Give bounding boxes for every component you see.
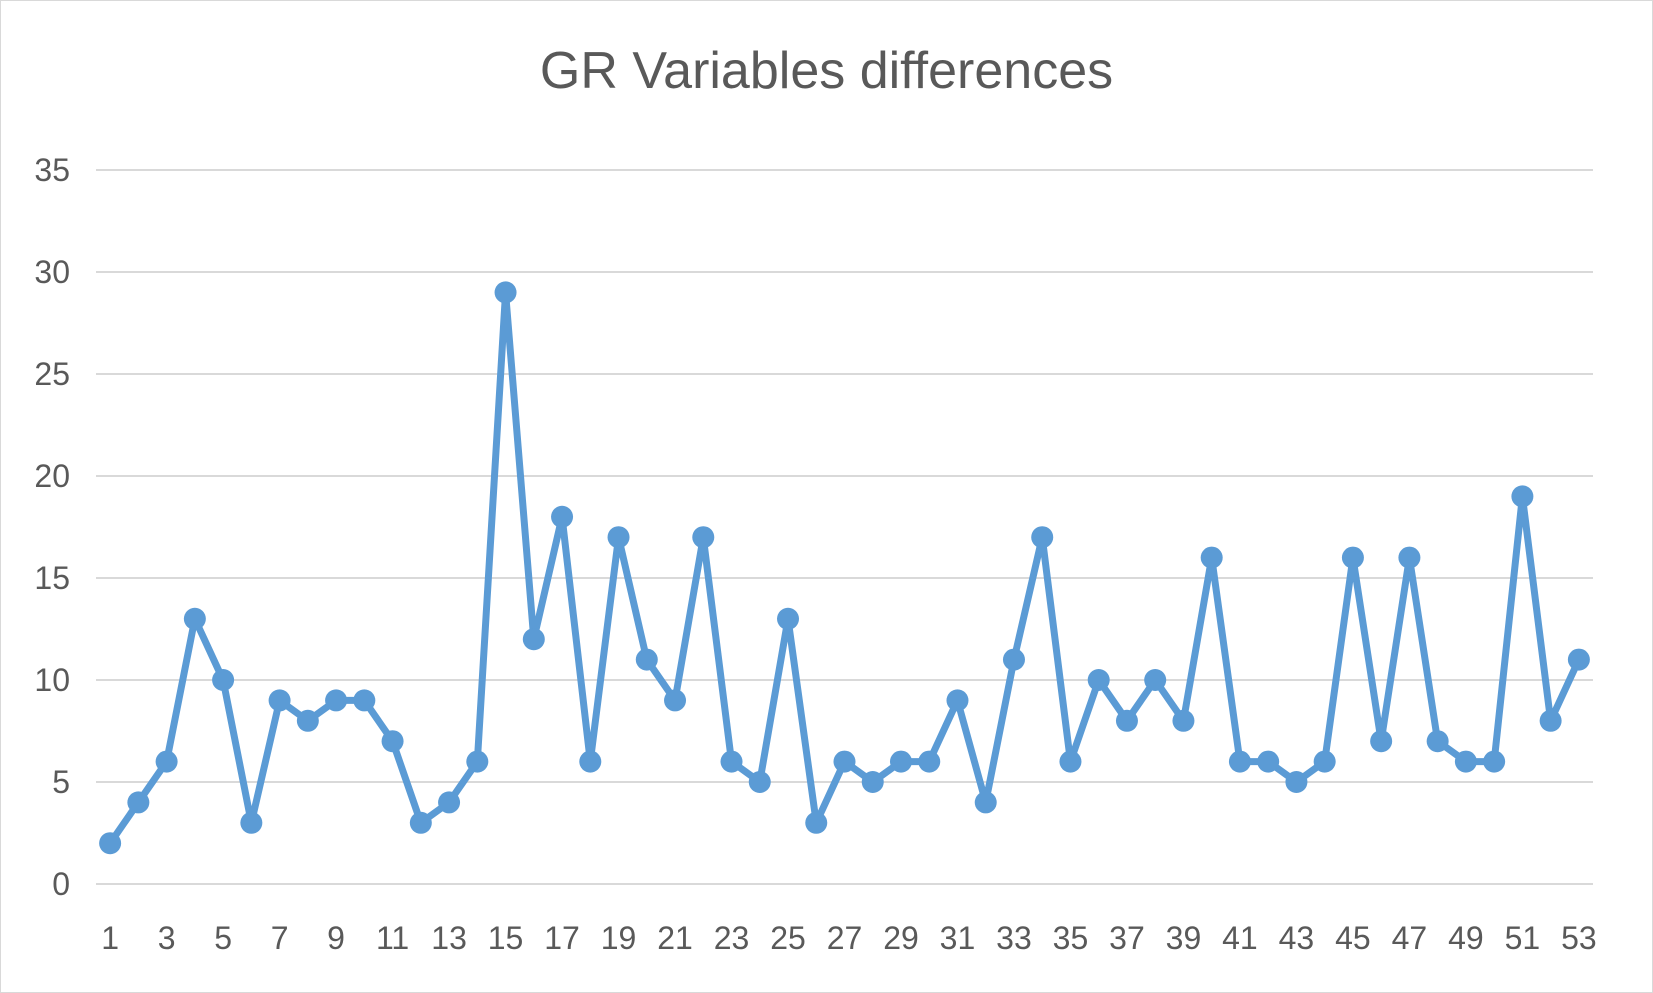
data-point bbox=[325, 689, 348, 712]
x-tick-label: 11 bbox=[376, 920, 409, 956]
data-point bbox=[466, 750, 489, 773]
y-tick-label: 10 bbox=[34, 662, 70, 698]
data-point bbox=[1031, 526, 1054, 549]
x-tick-label: 39 bbox=[1166, 920, 1202, 956]
data-point bbox=[353, 689, 376, 712]
x-tick-label: 33 bbox=[996, 920, 1032, 956]
data-point bbox=[579, 750, 602, 773]
data-point bbox=[1257, 750, 1280, 773]
data-point bbox=[1115, 709, 1138, 732]
chart-title: GR Variables differences bbox=[539, 42, 1114, 100]
x-tick-label: 15 bbox=[488, 920, 524, 956]
data-point bbox=[1426, 730, 1449, 753]
data-point bbox=[268, 689, 291, 712]
data-point bbox=[1483, 750, 1506, 773]
y-tick-label: 15 bbox=[34, 560, 70, 596]
x-tick-label: 51 bbox=[1505, 920, 1541, 956]
data-point bbox=[635, 648, 658, 671]
x-tick-label: 1 bbox=[101, 920, 119, 956]
data-point bbox=[805, 811, 828, 834]
data-point bbox=[438, 791, 461, 814]
x-tick-label: 7 bbox=[271, 920, 289, 956]
data-point bbox=[946, 689, 969, 712]
data-point bbox=[1059, 750, 1082, 773]
data-point bbox=[240, 811, 263, 834]
data-point bbox=[777, 607, 800, 630]
x-tick-label: 19 bbox=[601, 920, 637, 956]
data-point bbox=[1398, 546, 1421, 569]
y-tick-label: 0 bbox=[52, 866, 70, 902]
x-tick-label: 53 bbox=[1561, 920, 1597, 956]
data-point bbox=[1228, 750, 1251, 773]
x-tick-label: 27 bbox=[827, 920, 863, 956]
x-tick-label: 17 bbox=[544, 920, 580, 956]
data-point bbox=[1539, 709, 1562, 732]
x-tick-label: 13 bbox=[431, 920, 467, 956]
data-point bbox=[664, 689, 687, 712]
x-tick-label: 23 bbox=[714, 920, 750, 956]
data-point bbox=[692, 526, 715, 549]
data-point bbox=[212, 669, 235, 691]
data-point bbox=[1144, 669, 1167, 691]
x-tick-label: 9 bbox=[327, 920, 345, 956]
data-point bbox=[1567, 648, 1590, 671]
x-tick-label: 21 bbox=[657, 920, 693, 956]
data-point bbox=[296, 709, 319, 732]
data-point bbox=[833, 750, 856, 773]
data-point bbox=[127, 791, 150, 814]
data-point bbox=[1370, 730, 1393, 753]
data-point bbox=[183, 607, 206, 630]
data-point bbox=[1087, 669, 1110, 691]
data-point bbox=[99, 832, 122, 855]
data-point bbox=[889, 750, 912, 773]
y-tick-label: 35 bbox=[34, 152, 70, 188]
data-point bbox=[861, 771, 884, 793]
data-point bbox=[381, 730, 404, 753]
y-tick-label: 25 bbox=[34, 356, 70, 392]
x-tick-label: 41 bbox=[1222, 920, 1258, 956]
data-point bbox=[409, 811, 432, 834]
data-point bbox=[494, 281, 517, 304]
data-point bbox=[918, 750, 941, 773]
x-tick-label: 47 bbox=[1392, 920, 1428, 956]
data-point bbox=[720, 750, 743, 773]
y-tick-label: 20 bbox=[34, 458, 70, 494]
data-point bbox=[1511, 485, 1534, 508]
data-point bbox=[1285, 771, 1308, 793]
data-point bbox=[974, 791, 997, 814]
data-point bbox=[551, 505, 574, 528]
x-tick-label: 45 bbox=[1335, 920, 1371, 956]
data-point bbox=[1454, 750, 1477, 773]
y-tick-label: 30 bbox=[34, 254, 70, 290]
x-tick-label: 31 bbox=[940, 920, 976, 956]
data-point bbox=[155, 750, 178, 773]
x-tick-label: 3 bbox=[158, 920, 176, 956]
x-tick-label: 35 bbox=[1053, 920, 1089, 956]
data-point bbox=[1172, 709, 1195, 732]
x-tick-label: 5 bbox=[214, 920, 232, 956]
data-point bbox=[748, 771, 771, 793]
data-point bbox=[1341, 546, 1364, 569]
x-tick-label: 43 bbox=[1279, 920, 1315, 956]
data-point bbox=[1200, 546, 1223, 569]
data-point bbox=[1002, 648, 1025, 671]
data-point bbox=[607, 526, 630, 549]
x-tick-label: 29 bbox=[883, 920, 919, 956]
y-tick-label: 5 bbox=[52, 764, 70, 800]
data-point bbox=[522, 628, 545, 651]
x-tick-label: 25 bbox=[770, 920, 806, 956]
x-tick-label: 49 bbox=[1448, 920, 1484, 956]
x-tick-label: 37 bbox=[1109, 920, 1145, 956]
data-point bbox=[1313, 750, 1336, 773]
